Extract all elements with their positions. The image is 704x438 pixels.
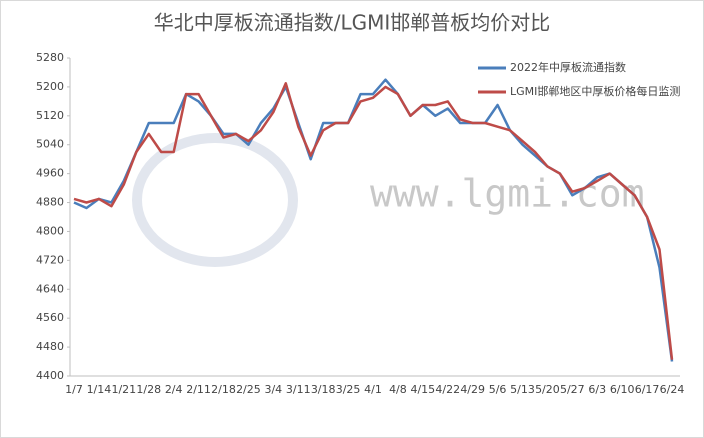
y-tick-label: 5040	[36, 138, 64, 151]
x-tick-label: 3/11	[286, 383, 311, 396]
x-tick-label: 4/15	[410, 383, 435, 396]
x-tick-label: 1/7	[65, 383, 83, 396]
x-tick-label: 6/10	[610, 383, 635, 396]
y-tick-label: 4880	[36, 196, 64, 209]
legend-label: LGMI邯郸地区中厚板价格每日监测	[510, 84, 680, 98]
x-tick-label: 4/1	[364, 383, 382, 396]
x-tick-label: 3/25	[336, 383, 361, 396]
x-tick-label: 6/24	[660, 383, 685, 396]
x-tick-label: 1/28	[136, 383, 161, 396]
series-line	[73, 82, 674, 360]
x-tick-label: 4/22	[435, 383, 460, 396]
y-tick-label: 5280	[36, 51, 64, 64]
chart-title: 华北中厚板流通指数/LGMI邯郸普板均价对比	[154, 11, 551, 35]
x-tick-label: 5/20	[535, 383, 560, 396]
x-tick-label: 5/27	[560, 383, 585, 396]
y-tick-label: 5120	[36, 109, 64, 122]
x-tick-label: 5/13	[510, 383, 535, 396]
y-tick-label: 4640	[36, 282, 64, 295]
x-tick-label: 1/21	[111, 383, 136, 396]
y-tick-label: 4480	[36, 340, 64, 353]
series-line	[73, 78, 674, 362]
x-tick-label: 2/4	[165, 383, 183, 396]
x-tick-label: 4/29	[460, 383, 485, 396]
x-tick-label: 6/3	[588, 383, 606, 396]
x-tick-label: 3/4	[264, 383, 282, 396]
y-tick-label: 4560	[36, 311, 64, 324]
x-tick-label: 1/14	[87, 383, 112, 396]
logo-ring	[132, 133, 298, 267]
y-tick-label: 4400	[36, 369, 64, 382]
y-tick-label: 4960	[36, 167, 64, 180]
y-tick-label: 4720	[36, 253, 64, 266]
y-tick-label: 5200	[36, 80, 64, 93]
x-tick-label: 6/17	[635, 383, 660, 396]
x-tick-label: 2/18	[211, 383, 236, 396]
x-tick-label: 4/8	[389, 383, 407, 396]
x-tick-label: 2/25	[236, 383, 261, 396]
x-tick-label: 3/18	[311, 383, 336, 396]
y-tick-label: 4800	[36, 224, 64, 237]
x-tick-label: 2/11	[186, 383, 211, 396]
legend-label: 2022年中厚板流通指数	[510, 60, 626, 74]
x-tick-label: 5/6	[489, 383, 507, 396]
